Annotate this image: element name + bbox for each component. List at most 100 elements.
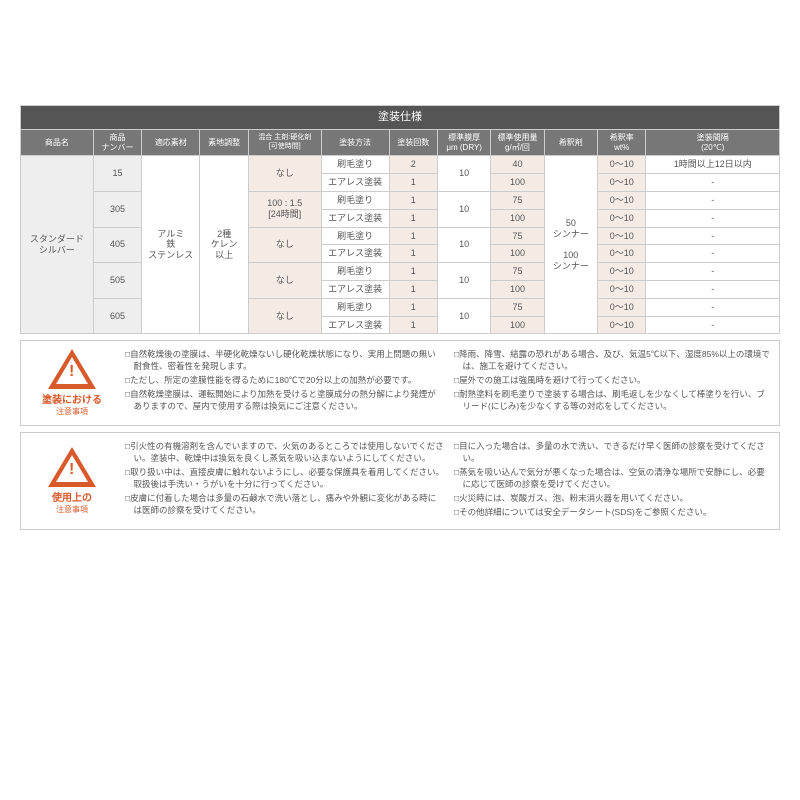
thinner: 50 シンナー 100 シンナー [544,156,597,334]
dil: 0〜10 [597,174,645,192]
dil: 0〜10 [597,227,645,245]
warn-item: □ただし、所定の塗膜性能を得るために180℃で20分以上の加熱が必要です。 [125,375,444,387]
dil: 0〜10 [597,280,645,298]
hdr: 混合 主剤:硬化剤 [可使時間] [248,130,321,156]
cnt: 1 [389,298,437,316]
int: - [646,263,780,281]
method: エアレス塗装 [321,316,389,334]
int: - [646,191,780,209]
cnt: 1 [389,191,437,209]
method: 刷毛塗り [321,227,389,245]
film: 10 [438,191,491,227]
warn-item: □自然乾燥塗膜は、運転開始により加熱を受けると塗膜成分の熱分解により発煙がありま… [125,389,444,413]
use: 100 [491,316,544,334]
hdr: 適応素材 [142,130,200,156]
use: 75 [491,298,544,316]
hdr: 標準使用量 g/㎡/回 [491,130,544,156]
mix: 100 : 1.5 [24時間] [248,191,321,227]
int: - [646,245,780,263]
hdr: 素地調整 [200,130,248,156]
hdr: 標準膜厚 μm (DRY) [438,130,491,156]
int: - [646,174,780,192]
method: 刷毛塗り [321,298,389,316]
mix: なし [248,298,321,334]
cnt: 1 [389,316,437,334]
warn-col-right: □降雨、降雪、結露の恐れがある場合、及び、気温5℃以下、湿度85%以上の環境では… [454,349,773,417]
spec-table: 塗装仕様 商品名 商品 ナンバー 適応素材 素地調整 混合 主剤:硬化剤 [可使… [20,105,780,334]
int: - [646,280,780,298]
cnt: 1 [389,263,437,281]
method: 刷毛塗り [321,191,389,209]
method: エアレス塗装 [321,174,389,192]
dil: 0〜10 [597,156,645,174]
dil: 0〜10 [597,191,645,209]
warn-item: □その他詳細については安全データシート(SDS)をご参照ください。 [454,507,773,519]
hdr: 商品名 [21,130,94,156]
warning-painting: ! 塗装における 注意事項 □自然乾燥後の塗膜は、半硬化乾燥ないし硬化乾燥状態に… [20,340,780,426]
method: エアレス塗装 [321,245,389,263]
method: エアレス塗装 [321,209,389,227]
cnt: 1 [389,227,437,245]
warn-item: □皮膚に付着した場合は多量の石鹸水で洗い落とし、痛みや外観に変化がある時には医師… [125,493,444,517]
dil: 0〜10 [597,245,645,263]
mix: なし [248,227,321,263]
warn-sub: 注意事項 [56,406,88,417]
warn-item: □降雨、降雪、結露の恐れがある場合、及び、気温5℃以下、湿度85%以上の環境では… [454,349,773,373]
num: 605 [93,298,141,334]
int: - [646,316,780,334]
int: 1時間以上12日以内 [646,156,780,174]
warn-col-left: □引火性の有機溶剤を含んでいますので、火気のあるところでは使用しないでください。… [125,441,444,520]
table-title: 塗装仕様 [21,106,780,130]
use: 75 [491,227,544,245]
use: 75 [491,191,544,209]
warn-item: □耐熱塗料を刷毛塗りで塗装する場合は、刷毛返しを少なくして棒塗りを行い、ブリード… [454,389,773,413]
use: 75 [491,263,544,281]
hdr: 塗装方法 [321,130,389,156]
warning-icon: ! [48,349,96,389]
num: 305 [93,191,141,227]
warn-item: □屋外での施工は強風時を避けて行ってください。 [454,375,773,387]
dil: 0〜10 [597,298,645,316]
cnt: 1 [389,209,437,227]
cnt: 1 [389,174,437,192]
warning-usage: ! 使用上の 注意事項 □引火性の有機溶剤を含んでいますので、火気のあるところで… [20,432,780,529]
hdr: 希釈率 wt% [597,130,645,156]
hdr: 商品 ナンバー [93,130,141,156]
warn-sub: 注意事項 [56,504,88,515]
int: - [646,227,780,245]
cnt: 2 [389,156,437,174]
film: 10 [438,298,491,334]
use: 100 [491,174,544,192]
dil: 0〜10 [597,209,645,227]
warn-item: □蒸気を吸い込んで気分が悪くなった場合は、空気の清浄な場所で安静にし、必要に応じ… [454,467,773,491]
film: 10 [438,263,491,299]
use: 100 [491,245,544,263]
method: 刷毛塗り [321,156,389,174]
use: 100 [491,209,544,227]
warn-item: □取り扱い中は、直接皮膚に触れないようにし、必要な保護具を着用してください。取扱… [125,467,444,491]
method: エアレス塗装 [321,280,389,298]
warn-item: □目に入った場合は、多量の水で洗い、できるだけ早く医師の診察を受けてください。 [454,441,773,465]
cnt: 1 [389,245,437,263]
film: 10 [438,156,491,192]
num: 405 [93,227,141,263]
num: 15 [93,156,141,192]
warn-col-left: □自然乾燥後の塗膜は、半硬化乾燥ないし硬化乾燥状態になり、実用上問題の無い耐食性… [125,349,444,417]
num: 505 [93,263,141,299]
use: 100 [491,280,544,298]
warn-item: □引火性の有機溶剤を含んでいますので、火気のあるところでは使用しないでください。… [125,441,444,465]
hdr: 塗装回数 [389,130,437,156]
use: 40 [491,156,544,174]
warn-title: 使用上の [52,489,92,504]
warn-col-right: □目に入った場合は、多量の水で洗い、できるだけ早く医師の診察を受けてください。 … [454,441,773,520]
warn-item: □自然乾燥後の塗膜は、半硬化乾燥ないし硬化乾燥状態になり、実用上問題の無い耐食性… [125,349,444,373]
mix: なし [248,156,321,192]
product-name: スタンダード シルバー [21,156,94,334]
method: 刷毛塗り [321,263,389,281]
dil: 0〜10 [597,263,645,281]
hdr: 塗装間隔 (20℃) [646,130,780,156]
warn-title: 塗装における [42,391,102,406]
film: 10 [438,227,491,263]
int: - [646,298,780,316]
hdr: 希釈剤 [544,130,597,156]
